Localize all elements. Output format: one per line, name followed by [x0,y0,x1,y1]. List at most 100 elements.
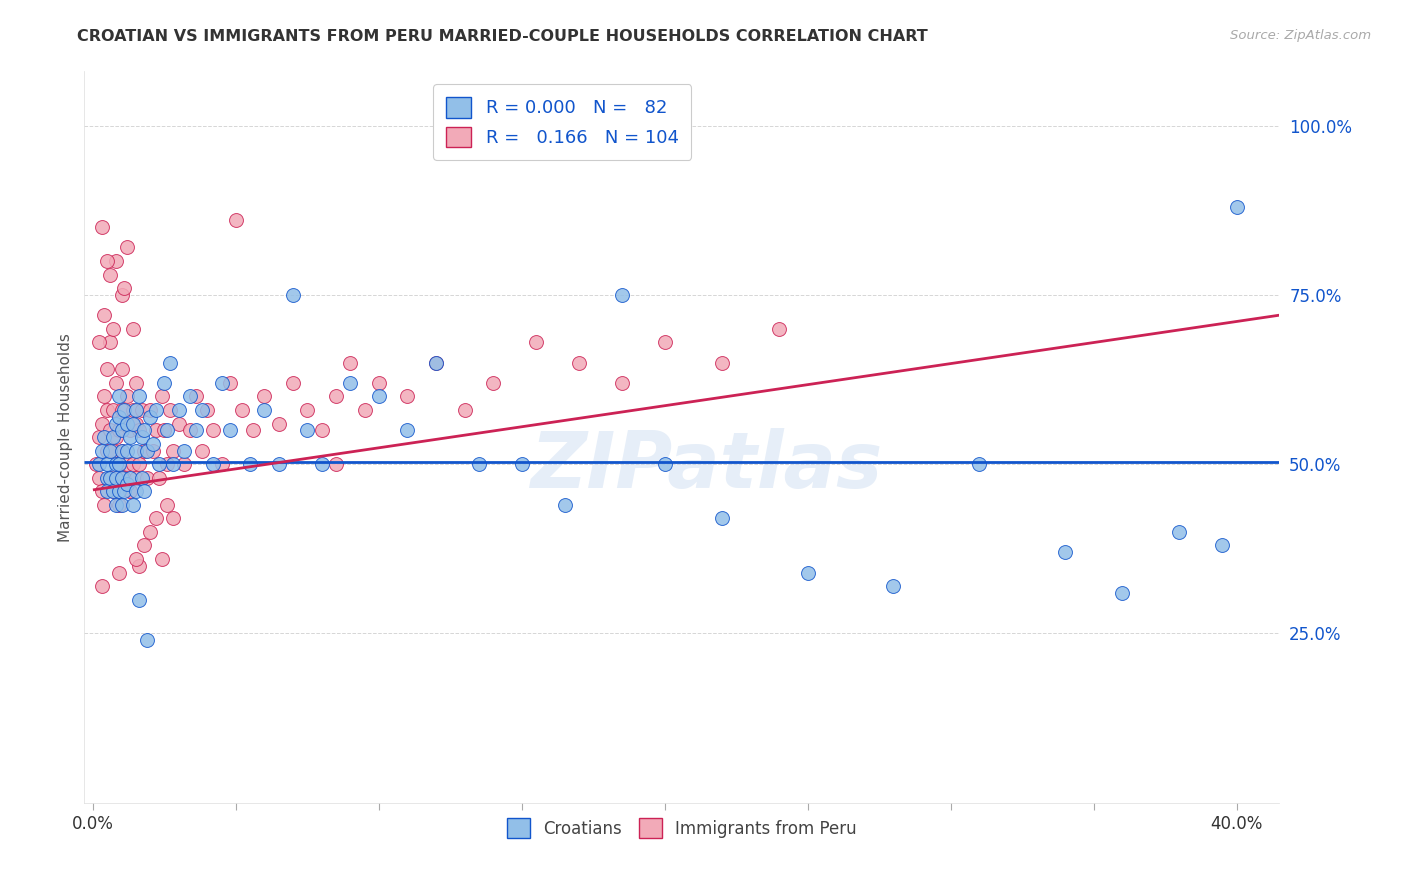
Point [107,457,129,471]
Y-axis label: Married-couple Households: Married-couple Households [58,333,73,541]
Point [87,471,110,485]
Point [98,268,121,282]
Point [101,443,124,458]
Point [179,389,201,403]
Point [882,579,904,593]
Point [153,376,176,390]
Point [128,423,150,437]
Point [148,457,170,471]
Point [482,376,505,390]
Point [610,376,633,390]
Point [195,403,218,417]
Point [190,403,212,417]
Point [139,403,162,417]
Point [112,417,135,431]
Point [145,511,167,525]
Point [96,403,118,417]
Point [136,633,159,648]
Point [242,423,264,437]
Point [311,457,333,471]
Text: Source: ZipAtlas.com: Source: ZipAtlas.com [1230,29,1371,42]
Point [134,538,156,552]
Point [87,430,110,444]
Point [162,457,184,471]
Point [162,443,184,458]
Point [117,443,139,458]
Point [267,417,290,431]
Point [128,457,150,471]
Point [145,403,167,417]
Point [112,484,135,499]
Point [117,477,139,491]
Point [173,457,195,471]
Point [1053,545,1076,559]
Point [159,355,181,369]
Point [98,423,121,437]
Point [120,471,142,485]
Point [107,457,129,471]
Point [554,498,576,512]
Point [211,457,233,471]
Point [156,498,179,512]
Point [93,498,115,512]
Point [128,592,150,607]
Point [125,484,148,499]
Point [190,443,212,458]
Point [112,403,135,417]
Point [104,254,127,268]
Point [96,471,118,485]
Point [139,524,162,539]
Point [117,417,139,431]
Point [96,254,118,268]
Point [107,423,129,437]
Point [768,322,790,336]
Point [297,403,319,417]
Point [267,457,290,471]
Point [231,403,253,417]
Point [1225,200,1247,214]
Point [610,288,633,302]
Point [101,403,124,417]
Point [98,471,121,485]
Point [156,457,179,471]
Point [325,457,347,471]
Point [167,417,190,431]
Point [796,566,818,580]
Point [104,376,127,390]
Point [104,417,127,431]
Point [98,443,121,458]
Point [142,437,165,451]
Point [107,498,129,512]
Point [104,498,127,512]
Point [142,443,165,458]
Point [101,484,124,499]
Point [120,484,142,499]
Point [281,376,304,390]
Point [87,457,110,471]
Point [96,362,118,376]
Point [110,443,132,458]
Point [425,355,447,369]
Point [131,403,153,417]
Point [112,471,135,485]
Point [110,403,132,417]
Point [339,355,361,369]
Point [112,281,135,295]
Point [150,389,173,403]
Point [179,423,201,437]
Point [654,335,676,350]
Point [104,430,127,444]
Point [367,389,389,403]
Point [107,566,129,580]
Point [125,417,148,431]
Point [162,511,184,525]
Point [104,471,127,485]
Point [131,471,153,485]
Point [98,471,121,485]
Point [524,335,547,350]
Point [128,558,150,573]
Point [90,220,112,235]
Point [159,403,181,417]
Point [84,457,107,471]
Point [134,423,156,437]
